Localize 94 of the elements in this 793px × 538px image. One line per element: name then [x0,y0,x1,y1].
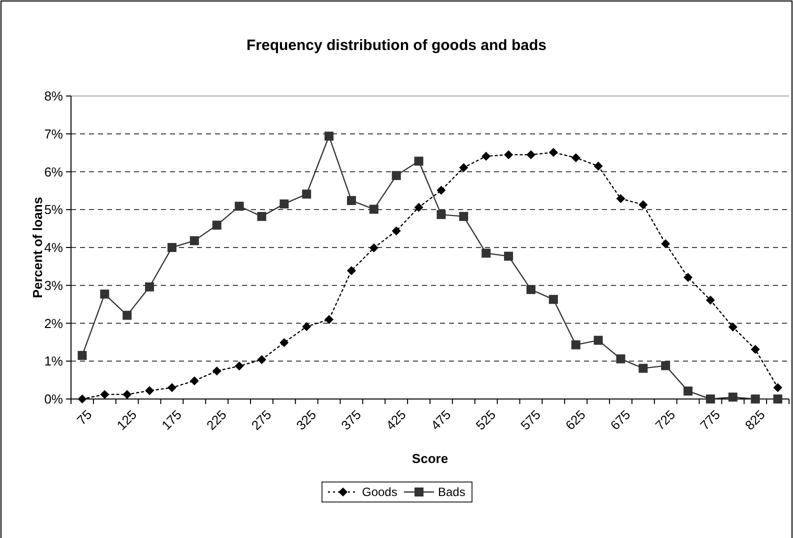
point [257,212,266,221]
y-tick-label: 5% [44,202,64,218]
point [504,150,514,160]
point [616,194,626,204]
point [78,394,87,404]
x-tick-label: 575 [518,406,544,433]
point [526,150,536,160]
point [122,310,132,320]
point [661,361,670,370]
point [369,243,378,252]
point [459,212,468,221]
point [392,226,401,236]
point [728,322,738,332]
point [594,162,603,171]
legend-label: Bads [438,485,466,500]
x-tick-label: 75 [74,406,95,428]
point [661,239,670,248]
point [280,338,289,348]
point [167,243,176,252]
point [436,210,446,220]
point [78,350,87,360]
point [684,272,693,282]
point [190,236,199,246]
point [482,248,491,258]
point [100,290,110,299]
point [212,220,222,230]
point [167,383,176,392]
point [145,386,154,396]
y-tick-label: 1% [44,354,64,369]
x-tick-label: 275 [248,406,274,433]
point [100,390,110,399]
legend-label: Goods [362,485,398,500]
point [706,394,715,404]
point [280,199,289,208]
y-tick-label: 3% [44,278,64,293]
point [145,282,154,292]
y-axis-title: Percent of loans [30,196,45,298]
point [257,355,266,364]
point [234,362,244,371]
point [750,344,760,354]
x-tick-label: 625 [562,406,588,433]
x-tick-label: 525 [472,406,499,433]
y-tick-label: 7% [44,126,64,142]
x-tick-label: 825 [742,406,768,433]
point [773,383,782,392]
point [706,296,715,305]
x-tick-label: 325 [293,406,320,433]
x-tick-label: 225 [203,406,230,433]
x-tick-label: 125 [114,406,140,433]
point [504,252,514,261]
point [324,314,334,324]
point [302,322,312,332]
x-tick-label: 175 [158,406,185,433]
point [526,285,536,294]
point [234,202,244,211]
y-tick-label: 4% [44,240,64,256]
point [459,163,468,172]
point [324,132,334,141]
point [750,394,760,404]
point [122,390,132,399]
point [638,200,648,210]
point [212,366,222,376]
chart-title: Frequency distribution of goods and bads [246,37,547,54]
x-axis-title: Score [412,451,448,466]
point [436,186,446,195]
point [369,204,378,214]
point [346,266,356,276]
point [346,196,356,206]
y-tick-label: 6% [44,164,64,180]
point [773,394,782,404]
point [190,376,199,386]
point [414,202,424,212]
x-tick-label: 475 [428,406,454,433]
point [571,340,580,350]
point [571,153,580,162]
point [414,156,424,166]
y-tick-label: 2% [44,316,64,331]
x-tick-label: 775 [697,406,724,433]
y-tick-label: 0% [44,392,64,407]
x-tick-label: 375 [338,406,364,433]
point [594,336,603,345]
x-tick-label: 725 [652,406,678,433]
point [392,171,401,180]
point [548,148,558,157]
point [548,294,558,304]
x-tick-label: 425 [382,406,409,433]
point [482,152,491,161]
point [728,392,738,402]
point [616,354,626,364]
point [684,386,693,396]
x-tick-label: 675 [607,406,634,433]
point [302,190,312,199]
point [638,364,648,373]
y-tick-label: 8% [44,88,64,104]
